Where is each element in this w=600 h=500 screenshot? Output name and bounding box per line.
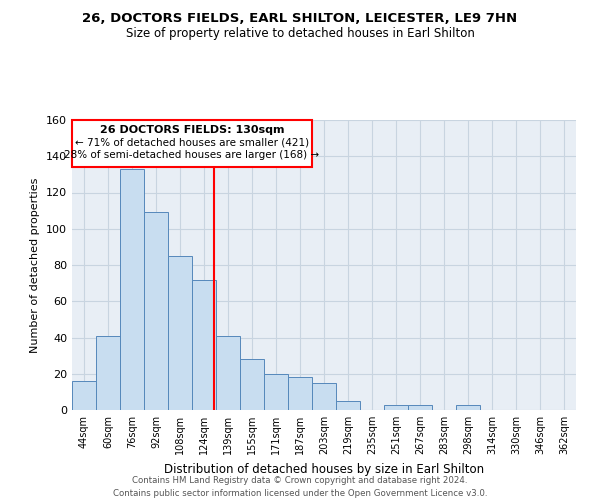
Bar: [312, 383, 336, 410]
Bar: [456, 404, 480, 410]
Bar: [144, 212, 168, 410]
Text: 26, DOCTORS FIELDS, EARL SHILTON, LEICESTER, LE9 7HN: 26, DOCTORS FIELDS, EARL SHILTON, LEICES…: [82, 12, 518, 26]
Text: ← 71% of detached houses are smaller (421): ← 71% of detached houses are smaller (42…: [75, 137, 309, 147]
Bar: [192, 280, 216, 410]
Bar: [288, 378, 312, 410]
X-axis label: Distribution of detached houses by size in Earl Shilton: Distribution of detached houses by size …: [164, 462, 484, 475]
Bar: [216, 336, 240, 410]
Text: Contains HM Land Registry data © Crown copyright and database right 2024.
Contai: Contains HM Land Registry data © Crown c…: [113, 476, 487, 498]
Bar: [384, 404, 408, 410]
FancyBboxPatch shape: [72, 120, 312, 167]
Bar: [408, 404, 432, 410]
Bar: [72, 381, 96, 410]
Bar: [96, 336, 120, 410]
Bar: [264, 374, 288, 410]
Bar: [168, 256, 192, 410]
Text: 28% of semi-detached houses are larger (168) →: 28% of semi-detached houses are larger (…: [64, 150, 320, 160]
Text: Size of property relative to detached houses in Earl Shilton: Size of property relative to detached ho…: [125, 28, 475, 40]
Text: 26 DOCTORS FIELDS: 130sqm: 26 DOCTORS FIELDS: 130sqm: [100, 124, 284, 134]
Bar: [120, 169, 144, 410]
Bar: [240, 359, 264, 410]
Y-axis label: Number of detached properties: Number of detached properties: [31, 178, 40, 352]
Bar: [336, 401, 360, 410]
